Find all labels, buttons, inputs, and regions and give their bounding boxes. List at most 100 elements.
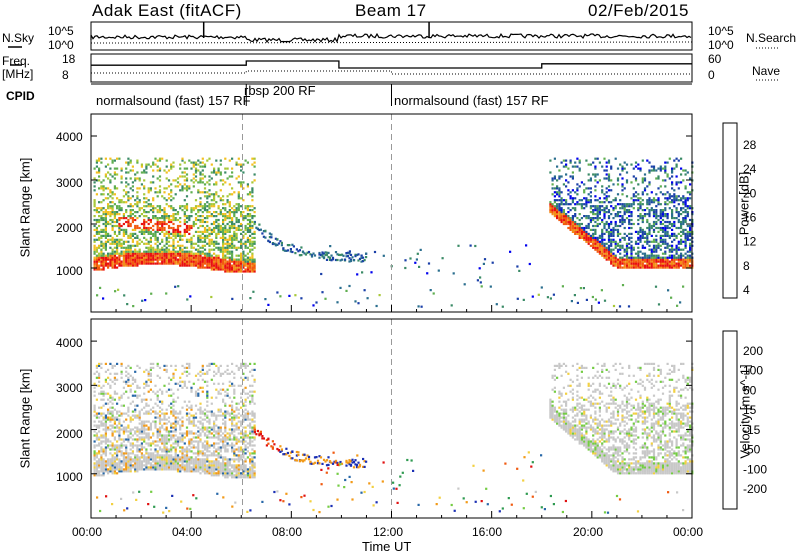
heatmap-cell: [237, 181, 240, 184]
heatmap-cell: [217, 224, 220, 228]
heatmap-cell: [100, 250, 103, 253]
heatmap-cell: [684, 201, 687, 204]
heatmap-cell: [219, 260, 222, 263]
heatmap-cell: [585, 234, 588, 237]
heatmap-cell: [213, 434, 216, 437]
heatmap-cell: [190, 440, 193, 443]
heatmap-cell: [183, 454, 186, 457]
heatmap-cell: [122, 412, 125, 415]
heatmap-cell: [143, 250, 146, 253]
heatmap-cell: [610, 260, 613, 263]
heatmap-cell: [192, 260, 195, 263]
heatmap-cell: [650, 240, 653, 243]
heatmap-cell: [158, 432, 162, 435]
heatmap-cell: [181, 434, 184, 437]
heatmap-cell: [253, 270, 256, 273]
heatmap-cell: [583, 215, 586, 218]
heatmap-cell: [551, 183, 554, 186]
heatmap-cell: [657, 246, 660, 249]
heatmap-cell: [181, 364, 184, 367]
heatmap-cell: [623, 260, 626, 263]
heatmap-cell: [140, 230, 143, 233]
heatmap-cell: [172, 468, 175, 471]
heatmap-cell: [621, 183, 624, 186]
heatmap-cell: [285, 249, 288, 252]
heatmap-cell: [625, 266, 629, 269]
heatmap-cell: [206, 390, 209, 393]
heatmap-cell: [167, 376, 171, 379]
heatmap-cell: [102, 185, 105, 188]
heatmap-cell: [188, 217, 191, 220]
heatmap-cell: [578, 228, 581, 231]
heatmap-cell: [437, 269, 440, 272]
heatmap-cell: [668, 266, 671, 269]
heatmap-cell: [594, 189, 597, 192]
heatmap-cell: [172, 410, 175, 413]
heatmap-cell: [104, 242, 107, 245]
heatmap-cell: [671, 211, 674, 214]
heatmap-cell: [673, 193, 676, 196]
heatmap-cell: [417, 305, 420, 308]
heatmap-cell: [246, 268, 249, 271]
heatmap-cell: [163, 450, 166, 453]
heatmap-cell: [222, 238, 225, 241]
heatmap-cell: [668, 236, 671, 239]
heatmap-cell: [131, 189, 134, 192]
heatmap-cell: [208, 175, 211, 178]
heatmap-cell: [222, 242, 225, 245]
heatmap-cell: [356, 273, 359, 276]
heatmap-cell: [116, 418, 119, 421]
heatmap-cell: [158, 189, 162, 192]
heatmap-cell: [235, 264, 238, 267]
heatmap-cell: [100, 187, 103, 190]
heatmap-cell: [100, 462, 103, 465]
heatmap-cell: [136, 217, 139, 220]
heatmap-cell: [152, 175, 155, 178]
heatmap-cell: [185, 450, 189, 453]
heatmap-cell: [630, 197, 633, 200]
heatmap-cell: [113, 220, 116, 224]
heatmap-cell: [661, 218, 665, 222]
heatmap-cell: [138, 428, 141, 431]
heatmap-cell: [140, 258, 143, 261]
heatmap-cell: [197, 442, 200, 445]
heatmap-cell: [592, 236, 595, 239]
heatmap-cell: [632, 248, 635, 251]
heatmap-cell: [203, 472, 207, 475]
heatmap-cell: [163, 416, 166, 419]
heatmap-cell: [549, 209, 552, 212]
heatmap-cell: [203, 220, 207, 224]
heatmap-cell: [675, 157, 678, 160]
heatmap-cell: [93, 258, 96, 261]
heatmap-cell: [145, 404, 148, 407]
heatmap-cell: [174, 230, 177, 233]
heatmap-cell: [242, 252, 245, 255]
heatmap-cell: [125, 448, 128, 451]
heatmap-cell: [677, 215, 680, 218]
heatmap-cell: [671, 262, 674, 265]
heatmap-cell: [684, 252, 687, 255]
heatmap-cell: [95, 260, 98, 263]
heatmap-cell: [98, 232, 101, 235]
heatmap-cell: [625, 248, 629, 251]
heatmap-cell: [118, 201, 121, 204]
heatmap-cell: [188, 440, 191, 443]
heatmap-cell: [104, 220, 107, 224]
heatmap-cell: [684, 238, 687, 241]
heatmap-cell: [675, 211, 678, 214]
heatmap-cell: [201, 412, 204, 415]
heatmap-cell: [206, 450, 209, 453]
heatmap-cell: [583, 189, 586, 192]
heatmap-cell: [154, 448, 157, 451]
heatmap-cell: [231, 297, 234, 300]
heatmap-cell: [161, 468, 164, 471]
heatmap-cell: [109, 394, 112, 397]
heatmap-cell: [179, 250, 182, 253]
heatmap-cell: [109, 211, 112, 214]
heatmap-cell: [174, 420, 177, 423]
heatmap-cell: [648, 254, 651, 257]
heatmap-cell: [176, 185, 180, 188]
heatmap-cell: [158, 426, 162, 429]
heatmap-cell: [131, 209, 134, 212]
heatmap-cell: [213, 420, 216, 423]
